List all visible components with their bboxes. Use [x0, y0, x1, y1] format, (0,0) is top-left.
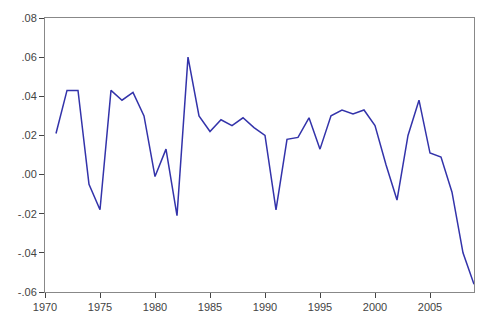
svg-text:-.04: -.04 — [18, 247, 37, 259]
svg-text:1995: 1995 — [308, 301, 332, 313]
svg-text:1975: 1975 — [88, 301, 112, 313]
svg-text:1985: 1985 — [198, 301, 222, 313]
svg-text:.00: .00 — [22, 168, 37, 180]
svg-text:2005: 2005 — [418, 301, 442, 313]
svg-text:.02: .02 — [22, 129, 37, 141]
svg-text:1970: 1970 — [33, 301, 57, 313]
svg-text:1980: 1980 — [143, 301, 167, 313]
svg-text:.06: .06 — [22, 51, 37, 63]
svg-text:2000: 2000 — [363, 301, 387, 313]
svg-text:-.02: -.02 — [18, 208, 37, 220]
svg-text:-.06: -.06 — [18, 286, 37, 298]
svg-text:.04: .04 — [22, 90, 37, 102]
svg-text:.08: .08 — [22, 12, 37, 24]
svg-text:1990: 1990 — [253, 301, 277, 313]
